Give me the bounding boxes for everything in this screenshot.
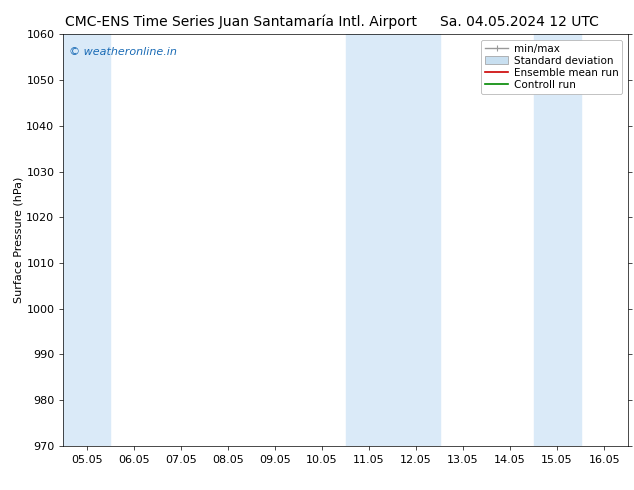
Bar — [346, 34, 439, 446]
Text: CMC-ENS Time Series Juan Santamaría Intl. Airport: CMC-ENS Time Series Juan Santamaría Intl… — [65, 15, 417, 29]
Bar — [63, 34, 110, 446]
Legend: min/max, Standard deviation, Ensemble mean run, Controll run: min/max, Standard deviation, Ensemble me… — [481, 40, 623, 94]
Y-axis label: Surface Pressure (hPa): Surface Pressure (hPa) — [13, 177, 23, 303]
Text: Sa. 04.05.2024 12 UTC: Sa. 04.05.2024 12 UTC — [441, 15, 599, 29]
Text: © weatheronline.in: © weatheronline.in — [69, 47, 177, 57]
Bar — [534, 34, 581, 446]
